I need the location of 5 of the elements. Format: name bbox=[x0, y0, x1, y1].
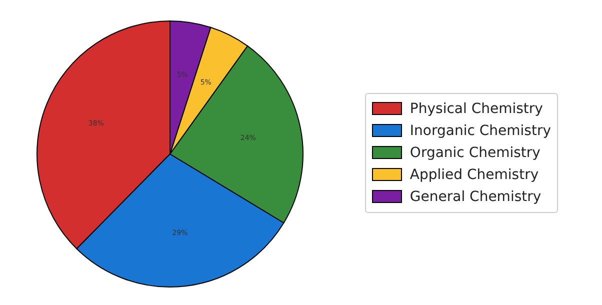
legend-label: Inorganic Chemistry bbox=[410, 122, 551, 138]
legend-label: Applied Chemistry bbox=[410, 166, 539, 182]
legend-label: Physical Chemistry bbox=[410, 100, 543, 116]
legend-label: Organic Chemistry bbox=[410, 144, 540, 160]
legend-label: General Chemistry bbox=[410, 188, 542, 204]
